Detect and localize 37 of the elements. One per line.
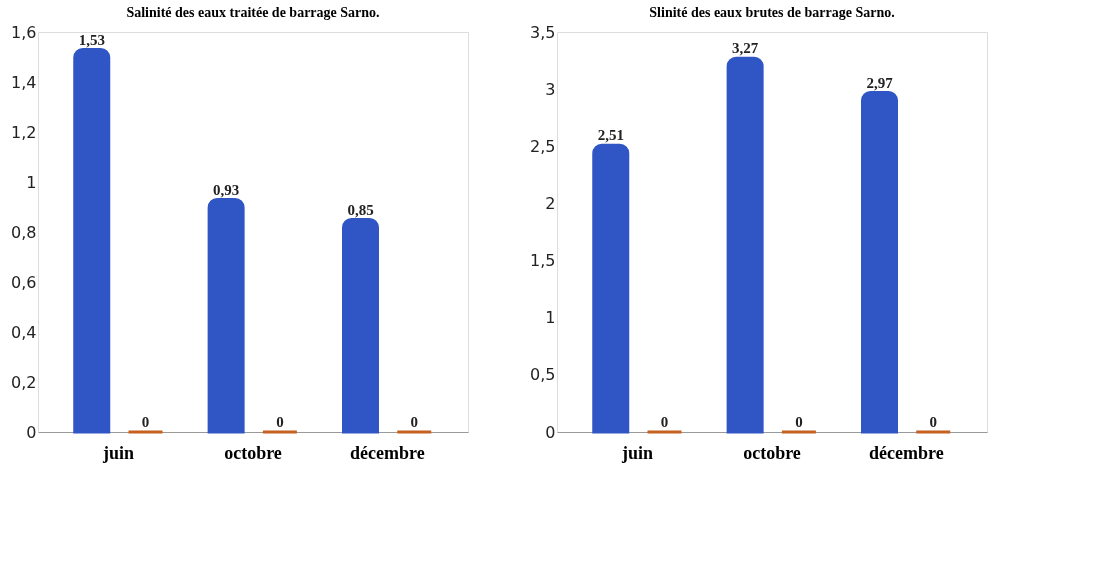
x-tick-label: décembre — [350, 442, 425, 463]
y-tick-label: 1,2 — [11, 122, 37, 142]
y-tick-label: 0,8 — [11, 222, 37, 242]
data-label: 0,93 — [213, 181, 240, 198]
y-tick-label: 3 — [545, 79, 556, 99]
y-tick-label: 0 — [26, 422, 37, 442]
data-label: 0,85 — [347, 201, 374, 218]
x-tick-label: octobre — [224, 442, 282, 463]
y-tick-label: 1 — [545, 308, 556, 328]
data-label: 0 — [795, 414, 803, 430]
data-label: 3,27 — [732, 40, 759, 57]
data-label: 1,53 — [78, 31, 105, 48]
data-label: 0 — [141, 414, 150, 430]
x-tick-label: juin — [621, 442, 654, 463]
y-tick-label: 1 — [26, 172, 37, 192]
y-tick-label: 0,4 — [11, 322, 37, 342]
y-tick-label: 2,5 — [530, 136, 556, 156]
x-tick-label: juin — [102, 442, 135, 463]
data-label: 2,97 — [866, 74, 894, 91]
data-label: 2,51 — [597, 127, 624, 144]
data-label: 0 — [276, 414, 284, 430]
chart-title: Salinité des eaux traitée de barrage Sarno. — [126, 5, 380, 20]
y-tick-label: 3,5 — [530, 22, 556, 42]
y-tick-label: 2 — [545, 193, 556, 213]
y-tick-label: 1,4 — [11, 72, 37, 92]
x-tick-label: décembre — [869, 442, 944, 463]
y-tick-label: 0 — [545, 422, 556, 442]
y-tick-label: 0,6 — [11, 272, 37, 292]
y-tick-label: 0,5 — [530, 365, 556, 385]
chart-title: Slinité des eaux brutes de barrage Sarno. — [649, 5, 895, 20]
y-tick-label: 1,5 — [530, 251, 556, 271]
y-tick-label: 0,2 — [11, 372, 37, 392]
y-tick-label: 1,6 — [11, 22, 37, 42]
x-tick-label: octobre — [743, 442, 801, 463]
data-label: 0 — [660, 414, 669, 430]
data-label: 0 — [410, 414, 418, 430]
data-label: 0 — [929, 414, 937, 430]
